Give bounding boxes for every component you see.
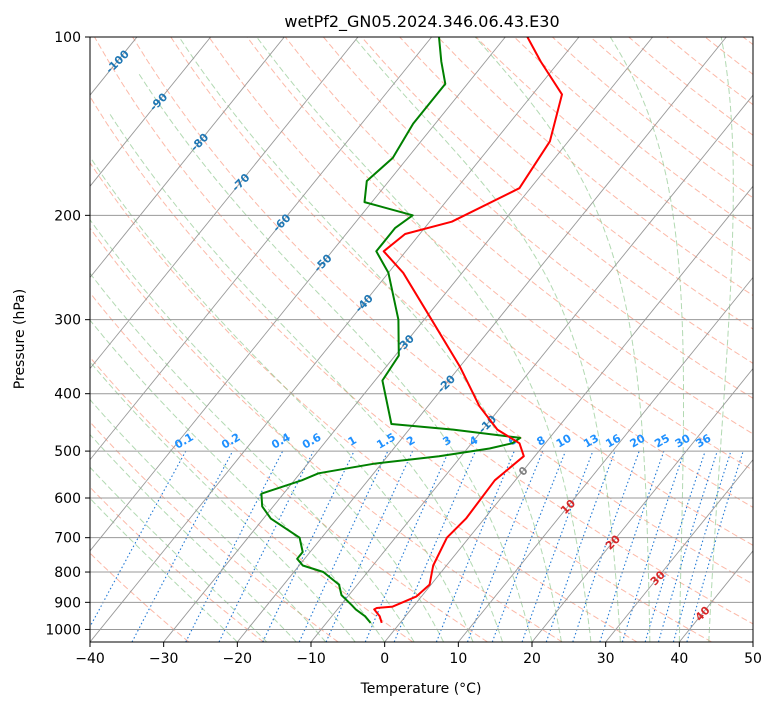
dry-adiabat-line — [246, 37, 753, 471]
isotherm-line — [531, 367, 753, 642]
y-tick-label: 500 — [54, 444, 81, 460]
dry-adiabat-line — [170, 37, 753, 546]
mixing-ratio-line — [644, 450, 706, 642]
isotherm-line — [90, 37, 580, 642]
isotherm-line — [163, 37, 653, 642]
mixing-ratio-line — [599, 450, 665, 642]
dry-adiabat-line — [94, 37, 753, 625]
temperature-profile-line — [373, 37, 563, 624]
isotherm-line — [90, 37, 432, 461]
y-tick-label: 100 — [54, 30, 81, 46]
x-tick-label: −10 — [296, 651, 326, 667]
dry-adiabat-line — [90, 95, 712, 642]
y-tick-label: 300 — [54, 313, 81, 329]
dry-adiabat-line — [208, 37, 753, 508]
dewpoint-profile-line — [260, 37, 522, 624]
dry-adiabat-line — [90, 356, 414, 642]
mixing-ratio-line — [435, 450, 515, 642]
moist-adiabat-line — [178, 37, 562, 642]
x-tick-label: 30 — [597, 651, 615, 667]
profiles — [260, 37, 563, 624]
mixing-ratio-line — [672, 450, 732, 642]
x-axis-ticks: −40 −30 −20 −10 0 10 20 30 40 50 — [75, 642, 762, 667]
moist-adiabat-line — [353, 37, 621, 642]
moist-adiabat-line — [90, 433, 297, 642]
dry-adiabat-line — [323, 37, 753, 399]
mixing-ratio-line — [572, 450, 640, 642]
y-axis-ticks: 100 200 300 400 500 600 700 800 900 1000 — [45, 30, 90, 638]
moist-adiabat-line — [137, 72, 533, 642]
isotherm-line — [605, 458, 753, 642]
y-tick-label: 900 — [54, 595, 81, 611]
moist-adiabat-line — [90, 497, 238, 642]
mixing-ratio-line — [545, 450, 616, 642]
isotherm-line — [90, 37, 285, 279]
mixing-ratio-line — [185, 450, 284, 642]
dry-adiabat-line — [132, 37, 753, 585]
y-tick-label: 200 — [54, 208, 81, 224]
x-tick-label: 0 — [380, 651, 389, 667]
y-axis-label: Pressure (hPa) — [12, 289, 28, 389]
moist-adiabat-line — [90, 398, 327, 642]
isotherm-line — [310, 94, 753, 642]
x-tick-label: −40 — [75, 651, 105, 667]
moist-adiabat-line — [90, 361, 356, 642]
y-tick-label: 700 — [54, 531, 81, 547]
dry-adiabat-line — [90, 292, 488, 642]
mixing-ratio-line — [90, 450, 187, 628]
y-tick-label: 1000 — [45, 622, 81, 638]
dry-adiabat-line — [90, 486, 264, 642]
dry-adiabat-line — [90, 227, 563, 642]
mixing-ratio-line — [491, 450, 567, 642]
mixing-ratio-line — [218, 450, 314, 642]
isotherm-line — [457, 276, 753, 642]
isotherm-line — [90, 37, 211, 187]
moist-adiabat-line — [90, 466, 268, 642]
mixing-ratio-lines — [90, 450, 744, 642]
moist-adiabat-line — [708, 37, 734, 642]
x-tick-label: 50 — [744, 651, 762, 667]
mixing-ratio-line — [621, 450, 685, 642]
dry-adiabat-line — [90, 552, 190, 642]
moist-adiabat-line — [474, 37, 651, 642]
moist-adiabat-line — [90, 218, 445, 642]
x-axis-label: Temperature (°C) — [360, 681, 482, 697]
x-tick-label: −20 — [223, 651, 253, 667]
mixing-ratio-line — [521, 450, 594, 642]
chart-title: wetPf2_GN05.2024.346.06.43.E30 — [284, 12, 559, 32]
y-tick-label: 400 — [54, 387, 81, 403]
dry-adiabat-line — [437, 37, 753, 297]
isotherm-line — [90, 37, 359, 370]
isotherm-line — [384, 185, 753, 642]
mixing-ratio-line — [686, 450, 744, 642]
mixing-ratio-line — [466, 450, 544, 642]
x-tick-label: 40 — [670, 651, 688, 667]
dry-adiabats — [90, 37, 753, 642]
dry-adiabat-line — [361, 37, 753, 364]
x-tick-label: −30 — [149, 651, 179, 667]
isotherms — [90, 37, 753, 642]
moist-adiabat-line — [609, 37, 684, 642]
moist-adiabat-line — [90, 272, 415, 642]
y-tick-label: 600 — [54, 491, 81, 507]
isotherm-line — [236, 37, 727, 642]
isotherm-line — [90, 37, 506, 552]
moist-adiabat-line — [256, 37, 592, 642]
moist-adiabat-line — [90, 319, 386, 642]
pressure-gridlines — [90, 37, 753, 630]
mixing-ratio-line — [657, 450, 718, 642]
y-tick-label: 800 — [54, 565, 81, 581]
mixing-ratio-line — [364, 450, 450, 642]
x-tick-label: 20 — [523, 651, 541, 667]
x-tick-label: 10 — [449, 651, 467, 667]
mixing-ratio-line — [131, 450, 234, 642]
moist-adiabat-line — [109, 113, 503, 642]
plot-frame — [89, 36, 754, 643]
dry-adiabat-line — [90, 161, 638, 642]
moist-adiabats — [90, 37, 734, 642]
